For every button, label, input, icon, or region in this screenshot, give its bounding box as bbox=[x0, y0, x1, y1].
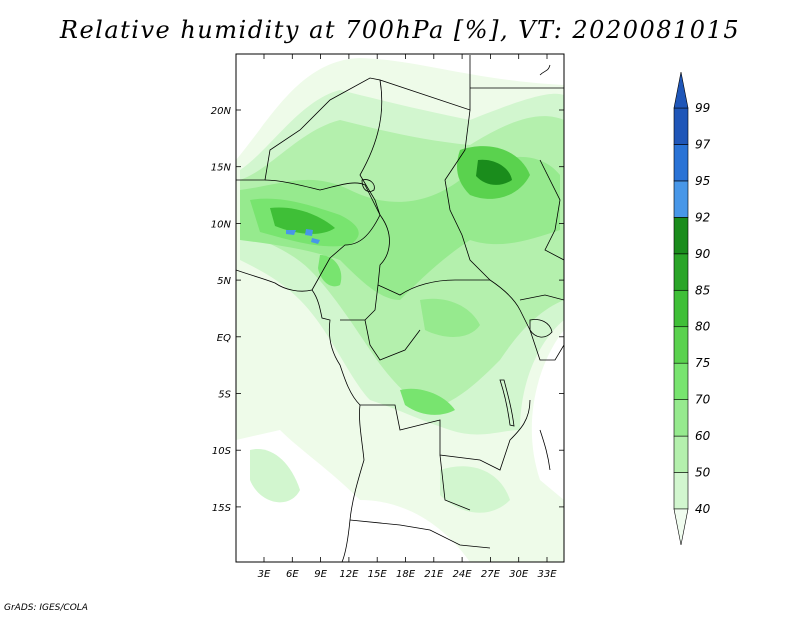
border-nigeria bbox=[264, 179, 381, 291]
lon-label: 3E bbox=[258, 569, 271, 580]
colorbar-segment bbox=[673, 289, 689, 328]
lon-label: 12E bbox=[339, 569, 359, 580]
red-sea-coast bbox=[539, 64, 551, 76]
lake-victoria bbox=[529, 319, 553, 338]
colorbar-segment bbox=[673, 253, 689, 291]
colorbar-segment bbox=[673, 326, 689, 364]
chart-title: Relative humidity at 700hPa [%], VT: 202… bbox=[59, 16, 741, 44]
humidity-field bbox=[236, 54, 564, 562]
lat-label: 20N bbox=[211, 106, 232, 117]
country-borders bbox=[236, 55, 564, 562]
lon-label: 6E bbox=[286, 569, 299, 580]
lon-label: 27E bbox=[481, 569, 501, 580]
colorbar-segment bbox=[673, 362, 689, 400]
colorbar-label: 95 bbox=[695, 174, 710, 188]
colorbar-segment bbox=[673, 472, 689, 510]
border-uganda bbox=[519, 294, 564, 301]
lat-label: 5N bbox=[217, 276, 231, 287]
colorbar-segment bbox=[673, 435, 689, 473]
colorbar-label: 60 bbox=[695, 429, 711, 443]
rh-region-50-se bbox=[440, 466, 510, 513]
lake-malawi bbox=[539, 429, 551, 471]
grads-credit: GrADS: IGES/COLA bbox=[4, 603, 88, 613]
colorbar-label: 40 bbox=[695, 502, 711, 516]
colorbar-label: 97 bbox=[695, 137, 711, 151]
colorbar: 40 50 60 70 75 80 85 90 92 95 97 99 bbox=[673, 71, 711, 546]
border-sahel bbox=[236, 77, 383, 216]
colorbar-label: 70 bbox=[695, 393, 711, 407]
rh-region-92 bbox=[476, 159, 512, 185]
rh-region-95 bbox=[286, 229, 320, 244]
lon-axis: 3E 6E 9E 12E 15E 18E 21E 24E 27E 30E 33E bbox=[258, 54, 557, 580]
colorbar-under-arrow bbox=[673, 508, 689, 546]
colorbar-segment bbox=[673, 399, 689, 437]
border-drc-south bbox=[360, 399, 531, 471]
border-car bbox=[340, 284, 379, 321]
colorbar-label: 99 bbox=[695, 101, 710, 115]
lat-label: 5S bbox=[218, 390, 231, 401]
colorbar-label: 92 bbox=[695, 210, 710, 224]
colorbar-label: 80 bbox=[695, 320, 711, 334]
colorbar-label: 75 bbox=[695, 356, 710, 370]
lat-label: 10S bbox=[212, 446, 232, 457]
lat-axis: 20N 15N 10N 5N EQ 5S 10S 15S bbox=[211, 106, 564, 514]
lat-label: 15S bbox=[212, 503, 232, 514]
colorbar-segment bbox=[673, 217, 689, 255]
lat-label: 15N bbox=[211, 163, 232, 174]
lat-label: 10N bbox=[211, 219, 232, 230]
rh-region-50-south bbox=[250, 449, 300, 503]
lat-label: EQ bbox=[217, 333, 231, 344]
lon-label: 21E bbox=[424, 569, 444, 580]
colorbar-over-arrow bbox=[673, 71, 689, 109]
lon-label: 18E bbox=[396, 569, 416, 580]
border-chad-sudan bbox=[444, 109, 491, 281]
border-east bbox=[519, 309, 564, 361]
lon-label: 33E bbox=[537, 569, 557, 580]
lake-tanganyika bbox=[499, 379, 515, 427]
lake-chad bbox=[361, 179, 375, 192]
rh-region-75-c bbox=[420, 298, 480, 337]
colorbar-label: 85 bbox=[695, 283, 710, 297]
rh-region-75-a bbox=[318, 255, 342, 287]
border-congo bbox=[364, 319, 421, 361]
rh-region-90 bbox=[270, 207, 335, 234]
lon-label: 15E bbox=[368, 569, 388, 580]
colorbar-segment bbox=[673, 180, 689, 218]
border-namibia bbox=[349, 519, 491, 549]
lon-label: 30E bbox=[509, 569, 529, 580]
lon-label: 24E bbox=[453, 569, 473, 580]
border-cameroon bbox=[377, 214, 521, 311]
colorbar-label: 50 bbox=[695, 466, 711, 480]
colorbar-segment bbox=[673, 107, 689, 145]
colorbar-label: 90 bbox=[695, 247, 711, 261]
border-angola-zambia bbox=[439, 454, 471, 511]
colorbar-segment bbox=[673, 144, 689, 182]
rh-region-75-b bbox=[400, 388, 455, 415]
map-frame bbox=[235, 53, 565, 563]
lon-label: 9E bbox=[314, 569, 327, 580]
coastline bbox=[236, 269, 365, 562]
border-sudan-ethiopia bbox=[539, 159, 564, 261]
